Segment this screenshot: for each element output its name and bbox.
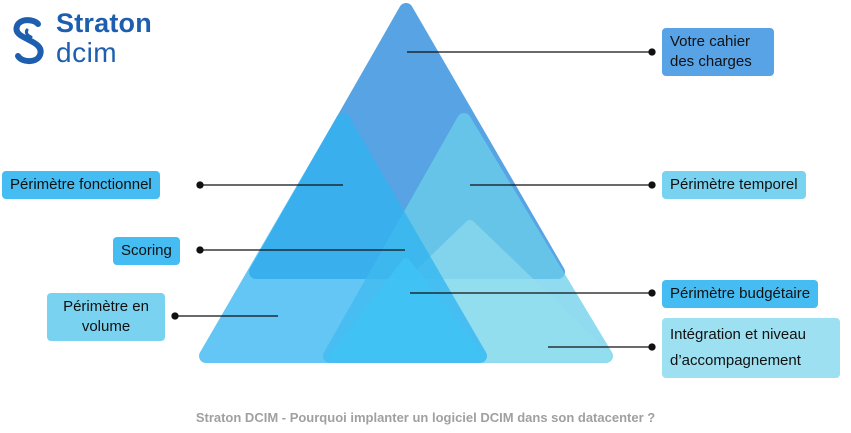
label-integration: Intégration et niveau d’accompagnement	[662, 318, 840, 378]
connector-scoring-dot	[196, 246, 204, 254]
label-temporel: Périmètre temporel	[662, 171, 806, 199]
connector-cahier-dot	[648, 48, 656, 56]
connector-budgetaire-dot	[648, 289, 656, 297]
label-scoring: Scoring	[113, 237, 180, 265]
connector-volume-dot	[171, 312, 179, 320]
bottom-center-triangle	[330, 258, 484, 360]
label-volume: Périmètre en volume	[47, 293, 165, 341]
straton-logo: Straton dcim	[10, 10, 190, 70]
logo-sub: dcim	[56, 37, 118, 68]
connector-integration-dot	[648, 343, 656, 351]
caption: Straton DCIM - Pourquoi implanter un log…	[195, 410, 656, 425]
connector-temporel-dot	[648, 181, 656, 189]
straton-s-icon	[13, 17, 44, 65]
connector-fonctionnel-dot	[196, 181, 204, 189]
logo-name: Straton	[56, 8, 152, 38]
label-budgetaire: Périmètre budgétaire	[662, 280, 819, 308]
label-fonctionnel: Périmètre fonctionnel	[2, 171, 160, 199]
label-cahier: Votre cahier des charges	[662, 28, 774, 76]
